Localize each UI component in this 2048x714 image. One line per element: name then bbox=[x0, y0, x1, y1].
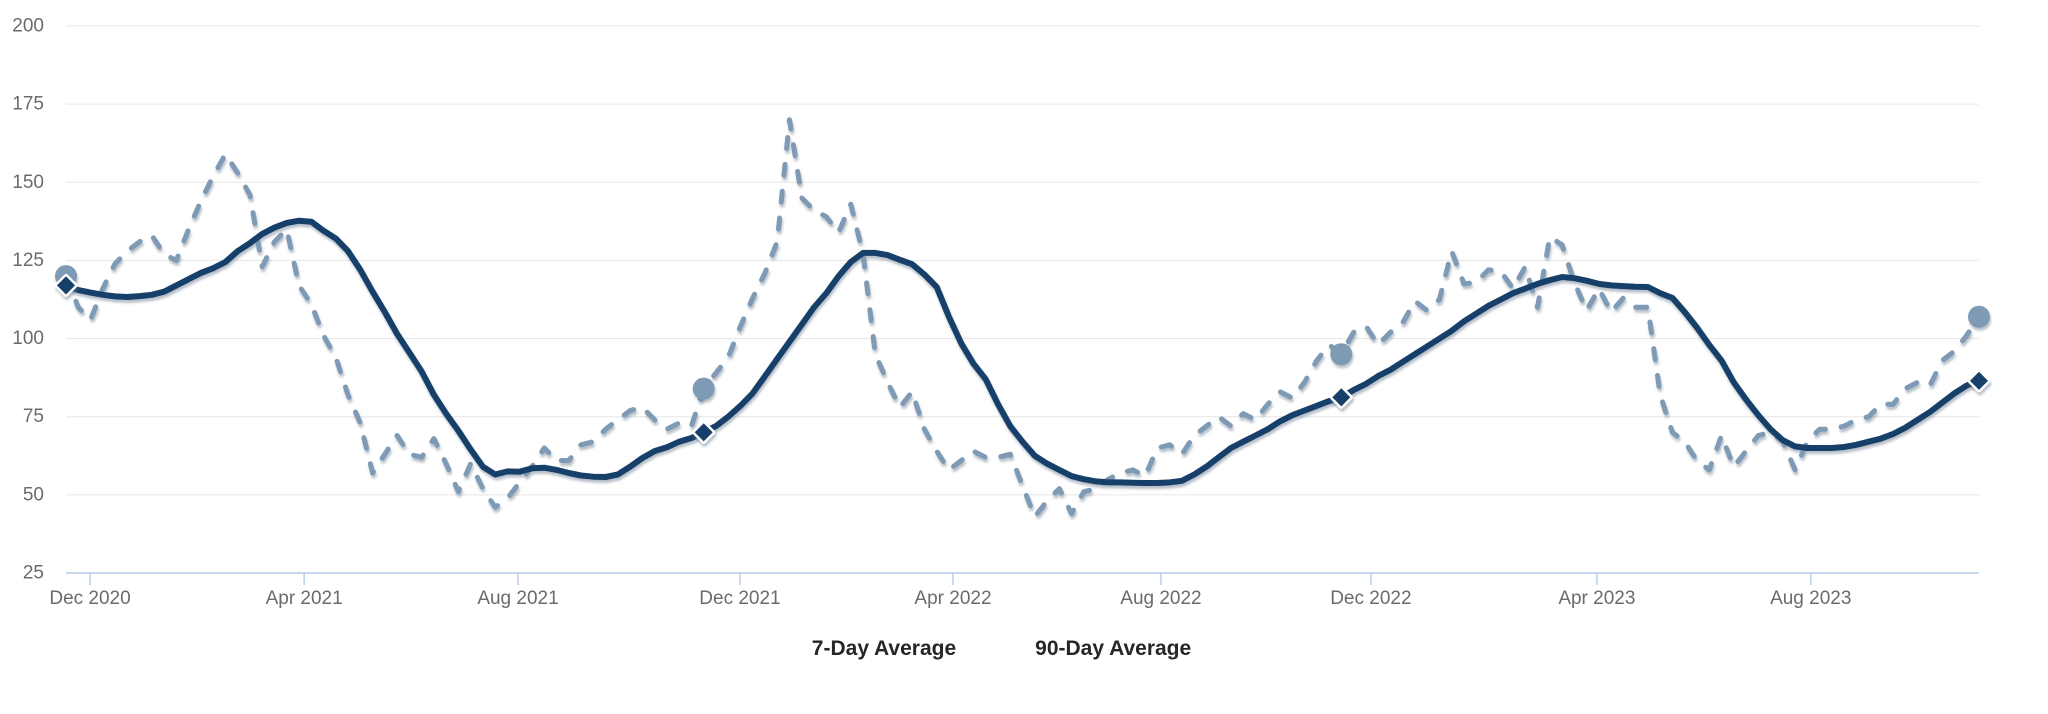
x-tick-label: Dec 2021 bbox=[699, 588, 780, 609]
y-tick-label: 50 bbox=[23, 484, 44, 505]
y-tick-label: 125 bbox=[12, 250, 44, 271]
90-day-highlight-marker[interactable] bbox=[1967, 369, 1991, 393]
series-line-7-day-average[interactable] bbox=[63, 117, 1982, 520]
y-tick-label: 150 bbox=[12, 172, 44, 193]
legend-label-90-day: 90-Day Average bbox=[1035, 637, 1192, 660]
legend-label-7-day: 7-Day Average bbox=[811, 637, 957, 660]
series-line-90-day-average[interactable] bbox=[63, 217, 1982, 486]
7-day-highlight-marker[interactable] bbox=[1330, 343, 1353, 366]
y-tick-label: 100 bbox=[12, 328, 44, 349]
legend-item-90-day-average[interactable]: 90-Day Average bbox=[1022, 637, 1191, 661]
x-tick-label: Dec 2022 bbox=[1330, 588, 1411, 609]
y-tick-label: 25 bbox=[23, 563, 44, 584]
legend-item-7-day-average[interactable]: 7-Day Average bbox=[799, 637, 956, 661]
x-axis: Dec 2020 Apr 2021 Aug 2021 Dec 2021 Apr 2022… bbox=[49, 573, 1851, 609]
y-tick-label: 175 bbox=[12, 94, 44, 115]
y-axis-labels: 25 50 75 100 125 150 175 200 bbox=[12, 16, 44, 584]
highlight-markers bbox=[54, 265, 1991, 444]
y-tick-label: 75 bbox=[23, 406, 44, 427]
x-tick-label: Aug 2022 bbox=[1120, 588, 1201, 609]
series-lines bbox=[63, 117, 1982, 520]
y-tick-label: 200 bbox=[12, 16, 44, 37]
x-tick-label: Apr 2021 bbox=[266, 588, 343, 609]
90-day-highlight-marker[interactable] bbox=[54, 273, 78, 297]
90-day-highlight-marker[interactable] bbox=[692, 420, 716, 444]
7-day-highlight-marker[interactable] bbox=[692, 377, 715, 400]
gridlines bbox=[66, 25, 1979, 574]
x-tick-label: Apr 2023 bbox=[1558, 588, 1635, 609]
90-day-highlight-marker[interactable] bbox=[1329, 385, 1353, 409]
legend: 7-Day Average 90-Day Average bbox=[0, 637, 1990, 661]
x-tick-label: Aug 2021 bbox=[477, 588, 558, 609]
x-tick-label: Apr 2022 bbox=[914, 588, 991, 609]
x-tick-label: Dec 2020 bbox=[49, 588, 130, 609]
x-tick-label: Aug 2023 bbox=[1770, 588, 1851, 609]
7-day-highlight-marker[interactable] bbox=[1968, 305, 1990, 328]
